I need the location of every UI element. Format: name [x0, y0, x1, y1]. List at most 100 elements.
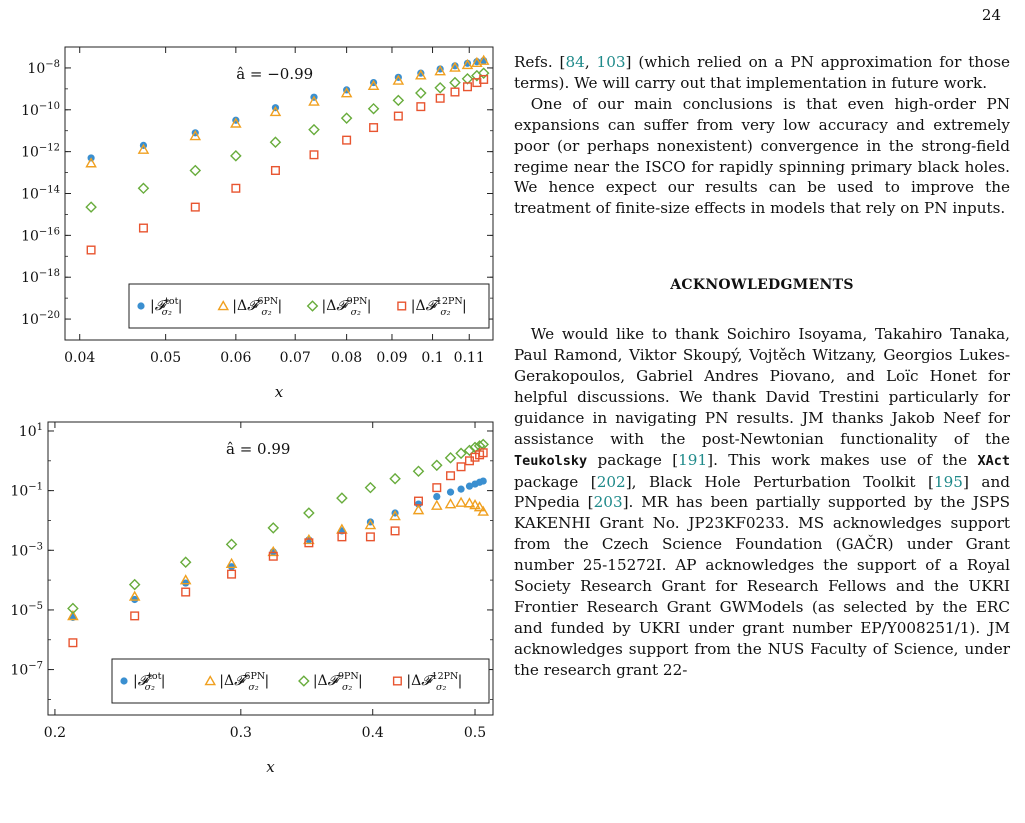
legend-label-subscript: σ₂: [248, 682, 258, 693]
data-point-12pn: [190, 202, 200, 212]
legend-label-superscript: tot: [165, 296, 179, 307]
y-tick-label: 10−8: [27, 59, 60, 77]
data-point-6pn: [444, 498, 457, 509]
data-point-12pn: [478, 448, 488, 458]
data-point-6pn: [340, 87, 353, 98]
data-point-9pn: [455, 447, 467, 460]
data-point-6pn: [473, 501, 486, 512]
legend-label-body: |: [367, 298, 372, 314]
series-pn6: [85, 54, 490, 168]
data-point-6pn: [477, 54, 490, 65]
legend-label-tot: |𝓕tot σ₂ |: [150, 296, 182, 318]
legend-label-body: |: [178, 298, 183, 314]
data-point-12pn: [304, 538, 314, 548]
tick-label-base: 10: [21, 312, 39, 328]
data-point-6pn: [217, 300, 230, 311]
data-point-6pn: [463, 497, 476, 508]
data-point-12pn: [342, 135, 352, 145]
data-point-12pn: [416, 102, 426, 112]
data-point-12pn: [456, 462, 466, 472]
text-run: ] (which relied on a PN approximation fo…: [514, 53, 1011, 92]
paragraph-conclusions: One of our main conclusions is that even…: [514, 94, 1010, 218]
tick-label-base: 10: [10, 603, 28, 619]
tick-label-base: 10: [21, 270, 39, 286]
y-tick-label: 10−14: [21, 185, 60, 203]
data-point-tot: [446, 488, 455, 496]
data-point-12pn: [432, 483, 442, 493]
data-point-9pn: [308, 123, 320, 136]
legend-label-subscript: σ₂: [145, 682, 155, 693]
tick-label-base: 10: [19, 424, 37, 440]
tick-label-exponent: −12: [39, 143, 60, 154]
legend-label-superscript: 12PN: [432, 671, 459, 682]
data-point-6pn: [67, 609, 79, 621]
data-point-12pn: [227, 569, 237, 579]
legend-label-body: |: [161, 673, 166, 689]
data-point-6pn: [204, 675, 217, 686]
text-run: ] and PNpedia [: [514, 472, 1010, 512]
data-point-9pn: [364, 481, 377, 494]
data-point-12pn: [138, 223, 148, 233]
tick-label-exponent: −3: [28, 541, 43, 552]
data-point-6pn: [364, 519, 377, 530]
citation-link[interactable]: 195: [933, 472, 963, 491]
legend-label-body: |Δ: [322, 298, 337, 314]
citation-link[interactable]: 191: [678, 450, 708, 469]
legend-label-body: |: [462, 298, 467, 314]
data-point-tot: [451, 62, 459, 70]
y-tick-label: 10−18: [21, 268, 60, 286]
legend-label-body: |Δ: [232, 298, 247, 314]
legend-label-body: |: [264, 673, 269, 689]
legend-label-superscript: tot: [148, 671, 162, 682]
tick-label-exponent: −10: [39, 101, 60, 112]
data-point-9pn: [267, 522, 280, 534]
citation-link[interactable]: 84: [565, 53, 585, 71]
spin-annotation: â = 0.99: [226, 440, 290, 458]
data-point-9pn: [67, 602, 79, 615]
x-tick-label: 0.09: [376, 350, 407, 366]
data-point-9pn: [389, 472, 401, 485]
data-point-12pn: [479, 74, 489, 84]
x-tick-label: 0.4: [362, 725, 384, 741]
data-point-9pn: [367, 102, 380, 115]
tick-label-exponent: 1: [37, 422, 43, 433]
data-point-9pn: [449, 76, 461, 89]
data-point-9pn: [303, 507, 315, 519]
data-point-6pn: [430, 499, 443, 510]
legend-label-body: |: [150, 298, 155, 314]
package-name: Teukolsky: [514, 452, 588, 469]
data-point-9pn: [336, 492, 348, 504]
data-point-tot: [473, 58, 481, 66]
legend-label-subscript: σ₂: [440, 307, 450, 318]
data-point-6pn: [189, 130, 202, 141]
tick-label-exponent: −18: [39, 268, 60, 279]
acknowledgments-heading: ACKNOWLEDGMENTS: [670, 277, 854, 294]
package-name: XAct: [977, 452, 1010, 469]
data-point-12pn: [86, 245, 96, 255]
x-tick-label: 0.11: [454, 350, 485, 366]
data-point-6pn: [392, 74, 405, 85]
data-point-tot: [465, 482, 474, 490]
citation-link[interactable]: 202: [596, 472, 626, 491]
citation-link[interactable]: 103: [596, 53, 626, 71]
data-point-tot: [414, 500, 423, 508]
x-tick-label: 0.05: [150, 350, 181, 366]
data-point-6pn: [471, 56, 483, 67]
data-point-6pn: [269, 105, 282, 117]
data-point-9pn: [230, 150, 242, 162]
data-point-tot: [137, 302, 145, 310]
data-point-12pn: [365, 532, 375, 542]
data-point-6pn: [455, 496, 467, 507]
tick-label-base: 10: [21, 103, 39, 119]
legend-label-body: |Δ: [313, 673, 328, 689]
series-pn9: [67, 438, 489, 615]
data-point-6pn: [267, 545, 280, 557]
legend-label-pn6: |Δ𝓕6PN σ₂ |: [219, 671, 269, 693]
data-point-12pn: [435, 93, 445, 103]
y-tick-label: 10−16: [21, 226, 60, 244]
citation-link[interactable]: 203: [593, 493, 623, 512]
text-column: Refs. [84, 103] (which relied on a PN ap…: [514, 52, 1010, 681]
legend-label-body: |Δ: [411, 298, 426, 314]
legend-label-superscript: 9PN: [338, 671, 359, 682]
